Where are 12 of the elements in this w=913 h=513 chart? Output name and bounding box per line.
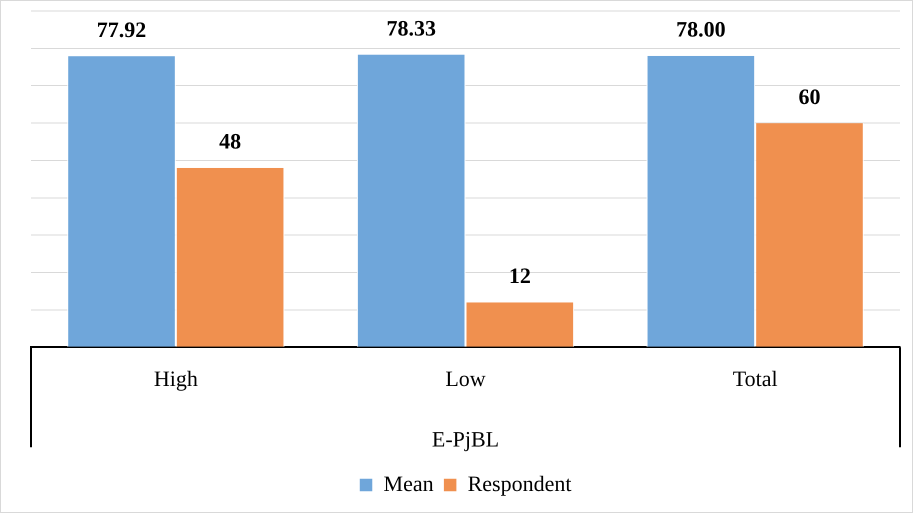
x-axis-title: E-PjBL xyxy=(432,426,500,452)
data-label: 77.92 xyxy=(96,16,146,42)
data-label: 78.33 xyxy=(386,15,436,40)
data-label: 60 xyxy=(798,84,820,109)
x-tick-label: High xyxy=(154,366,198,392)
x-tick-label: Total xyxy=(732,366,778,392)
data-label: 78.00 xyxy=(676,16,726,42)
x-tick-label: Low xyxy=(445,366,486,392)
legend-label: Respondent xyxy=(468,470,572,496)
data-label: 12 xyxy=(508,263,531,288)
data-label: 48 xyxy=(219,128,242,154)
legend-label: Mean xyxy=(384,470,434,496)
